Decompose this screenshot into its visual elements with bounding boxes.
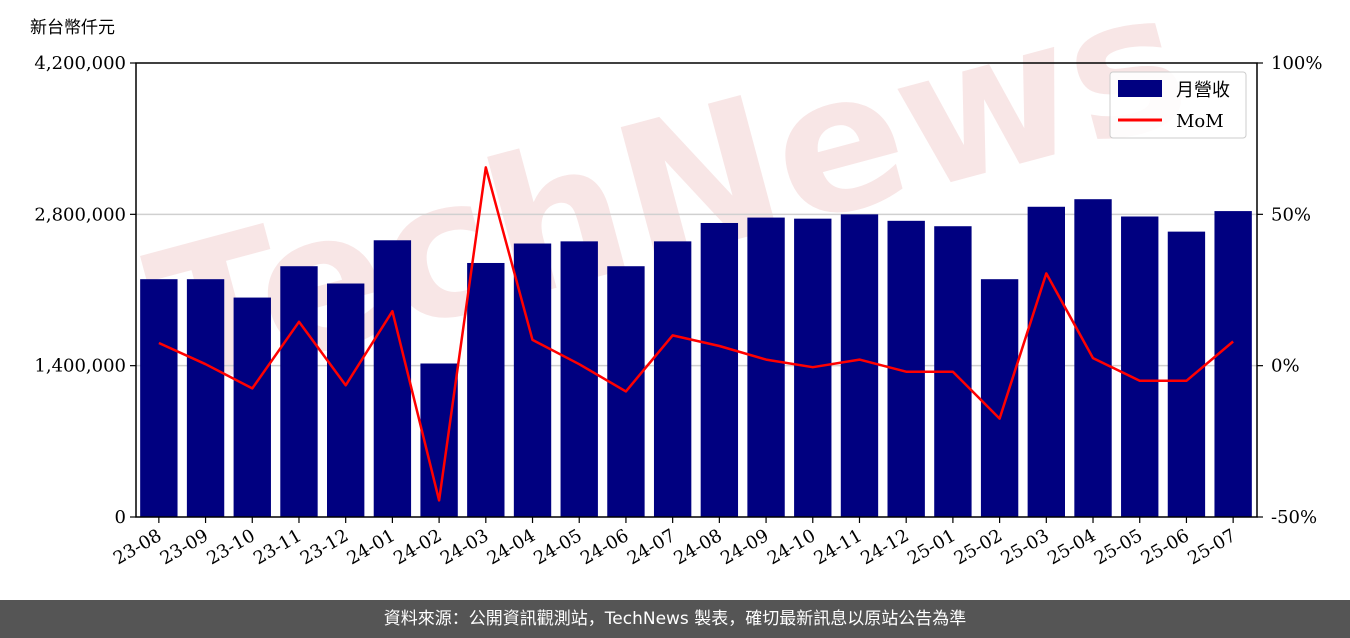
right-tick-label: 50% <box>1271 204 1311 225</box>
legend-label-mom: MoM <box>1176 111 1224 132</box>
bar <box>980 279 1019 517</box>
bar <box>280 266 318 517</box>
bar <box>700 222 739 517</box>
x-tick-label: 25-03 <box>997 525 1052 569</box>
bar <box>186 279 225 517</box>
left-axis-ticks: 0 1,400,000 2,800,000 4,200,000 <box>34 53 136 528</box>
x-tick-label: 23-11 <box>250 525 305 569</box>
x-tick-label: 24-09 <box>717 525 772 569</box>
x-tick-label: 23-10 <box>203 525 258 569</box>
legend-label-revenue: 月營收 <box>1176 80 1230 101</box>
x-tick-label: 25-04 <box>1044 525 1099 569</box>
bar <box>373 240 412 517</box>
x-tick-label: 25-06 <box>1137 525 1192 569</box>
legend-swatch-revenue <box>1118 80 1162 97</box>
x-axis-ticks: 23-0823-0923-1023-1123-1224-0124-0224-03… <box>110 517 1240 569</box>
plot-frame <box>135 62 1258 518</box>
bar <box>140 279 178 517</box>
x-tick-label: 24-10 <box>764 525 819 569</box>
bar <box>467 262 505 517</box>
left-tick-label: 1,400,000 <box>34 356 126 377</box>
mom-line <box>158 166 1234 502</box>
x-tick-label: 25-05 <box>1091 525 1146 569</box>
right-tick-label: 0% <box>1271 356 1300 377</box>
x-tick-label: 24-07 <box>624 525 679 569</box>
left-tick-label: 2,800,000 <box>34 204 126 225</box>
chart-canvas: TechNews 新台幣仟元 01,400,0002,800,0004,200,… <box>30 0 1322 569</box>
x-tick-label: 25-02 <box>951 525 1006 569</box>
right-axis-ticks: -50% 0% 50% 100% <box>1257 53 1322 528</box>
x-tick-label: 25-07 <box>1184 525 1239 569</box>
bar <box>513 243 552 517</box>
bar <box>1121 216 1159 517</box>
gridlines <box>136 213 1257 367</box>
bar <box>560 241 598 517</box>
x-tick-label: 23-08 <box>110 525 165 569</box>
x-tick-label: 24-12 <box>857 525 912 569</box>
bar <box>1167 231 1206 517</box>
bar <box>747 217 785 518</box>
x-tick-label: 24-11 <box>811 525 866 569</box>
bar-series <box>140 199 1252 518</box>
line-series <box>158 166 1234 502</box>
bar <box>327 283 365 517</box>
x-tick-label: 24-08 <box>670 525 725 569</box>
x-tick-label: 24-02 <box>390 525 445 569</box>
left-tick-label: 0 <box>115 507 126 528</box>
bar <box>653 241 692 517</box>
right-tick-label: -50% <box>1271 507 1317 528</box>
x-tick-label: 24-01 <box>343 525 398 569</box>
source-footer: 資料來源：公開資訊觀測站，TechNews 製表，確切最新訊息以原站公告為準 <box>0 600 1350 638</box>
left-tick-label: 4,200,000 <box>34 53 126 74</box>
bar <box>233 297 271 517</box>
x-tick-label: 24-06 <box>577 525 632 569</box>
right-tick-label: 100% <box>1271 53 1322 74</box>
bar <box>840 214 879 518</box>
bar <box>1214 211 1252 518</box>
bar <box>1027 206 1065 517</box>
x-tick-label: 23-12 <box>297 525 352 569</box>
x-tick-label: 23-09 <box>157 525 212 569</box>
axes <box>135 62 1258 518</box>
y-axis-unit-label: 新台幣仟元 <box>30 18 115 38</box>
legend: 月營收 MoM <box>1109 71 1247 139</box>
x-tick-label: 24-04 <box>484 525 539 569</box>
x-tick-label: 24-05 <box>530 525 585 569</box>
x-tick-label: 24-03 <box>437 525 492 569</box>
x-tick-label: 25-01 <box>904 525 959 569</box>
